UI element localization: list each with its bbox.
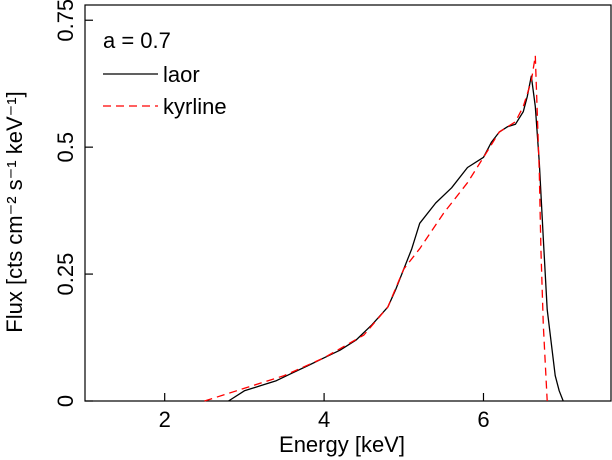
y-tick-label: 0.25 — [53, 253, 78, 296]
series-line-laor — [228, 75, 564, 402]
x-tick-label: 6 — [477, 407, 489, 432]
series-group — [204, 55, 564, 402]
x-tick-label: 2 — [159, 407, 171, 432]
spin-annotation: a = 0.7 — [103, 28, 171, 53]
series-line-kyrline — [204, 55, 548, 402]
x-axis-label: Energy [keV] — [279, 432, 405, 457]
x-tick-label: 4 — [318, 407, 330, 432]
y-tick-label: 0 — [53, 395, 78, 407]
y-tick-label: 0.5 — [53, 132, 78, 163]
legend: laor kyrline — [103, 62, 227, 119]
plot-frame — [84, 4, 612, 402]
x-ticks: 2 4 6 — [159, 393, 490, 432]
y-ticks: 0 0.25 0.5 0.75 — [53, 0, 93, 407]
y-axis-label: Flux [cts cm⁻² s⁻¹ keV⁻¹] — [2, 91, 27, 332]
y-tick-label: 0.75 — [53, 0, 78, 42]
legend-label-kyrline: kyrline — [163, 94, 227, 119]
legend-label-laor: laor — [163, 62, 200, 87]
